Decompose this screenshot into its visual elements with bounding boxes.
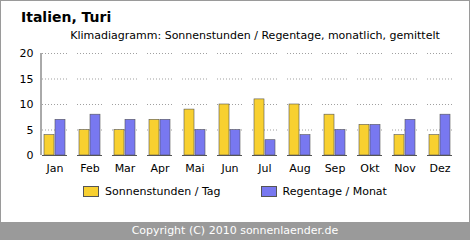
svg-text:0: 0 xyxy=(27,149,34,162)
svg-text:Mar: Mar xyxy=(115,162,136,175)
svg-text:Apr: Apr xyxy=(150,162,170,175)
svg-text:10: 10 xyxy=(20,98,34,111)
svg-text:Jul: Jul xyxy=(257,162,271,175)
svg-text:Jan: Jan xyxy=(46,162,64,175)
svg-text:Aug: Aug xyxy=(289,162,310,175)
html-text:Regentage / Monat: Regentage / Monat xyxy=(282,184,387,198)
svg-text:15: 15 xyxy=(20,73,34,86)
svg-text:Nov: Nov xyxy=(394,162,416,175)
html-text:Italien, Turi: Italien, Turi xyxy=(21,9,112,25)
svg-text:5: 5 xyxy=(27,124,34,137)
svg-text:Sep: Sep xyxy=(325,162,346,175)
svg-text:Feb: Feb xyxy=(80,162,99,175)
svg-text:Jun: Jun xyxy=(220,162,238,175)
html-text:Copyright (C) 2010 sonnenlaend: Copyright (C) 2010 sonnenlaender.de xyxy=(131,224,339,237)
svg-text:Mai: Mai xyxy=(185,162,204,175)
html-text:Klimadiagramm: Sonnenstunden /: Klimadiagramm: Sonnenstunden / Regentage… xyxy=(70,29,440,42)
svg-text:20: 20 xyxy=(20,47,34,60)
svg-text:Okt: Okt xyxy=(360,162,380,175)
svg-text:Dez: Dez xyxy=(429,162,450,175)
html-text:Sonnenstunden / Tag: Sonnenstunden / Tag xyxy=(105,184,221,198)
